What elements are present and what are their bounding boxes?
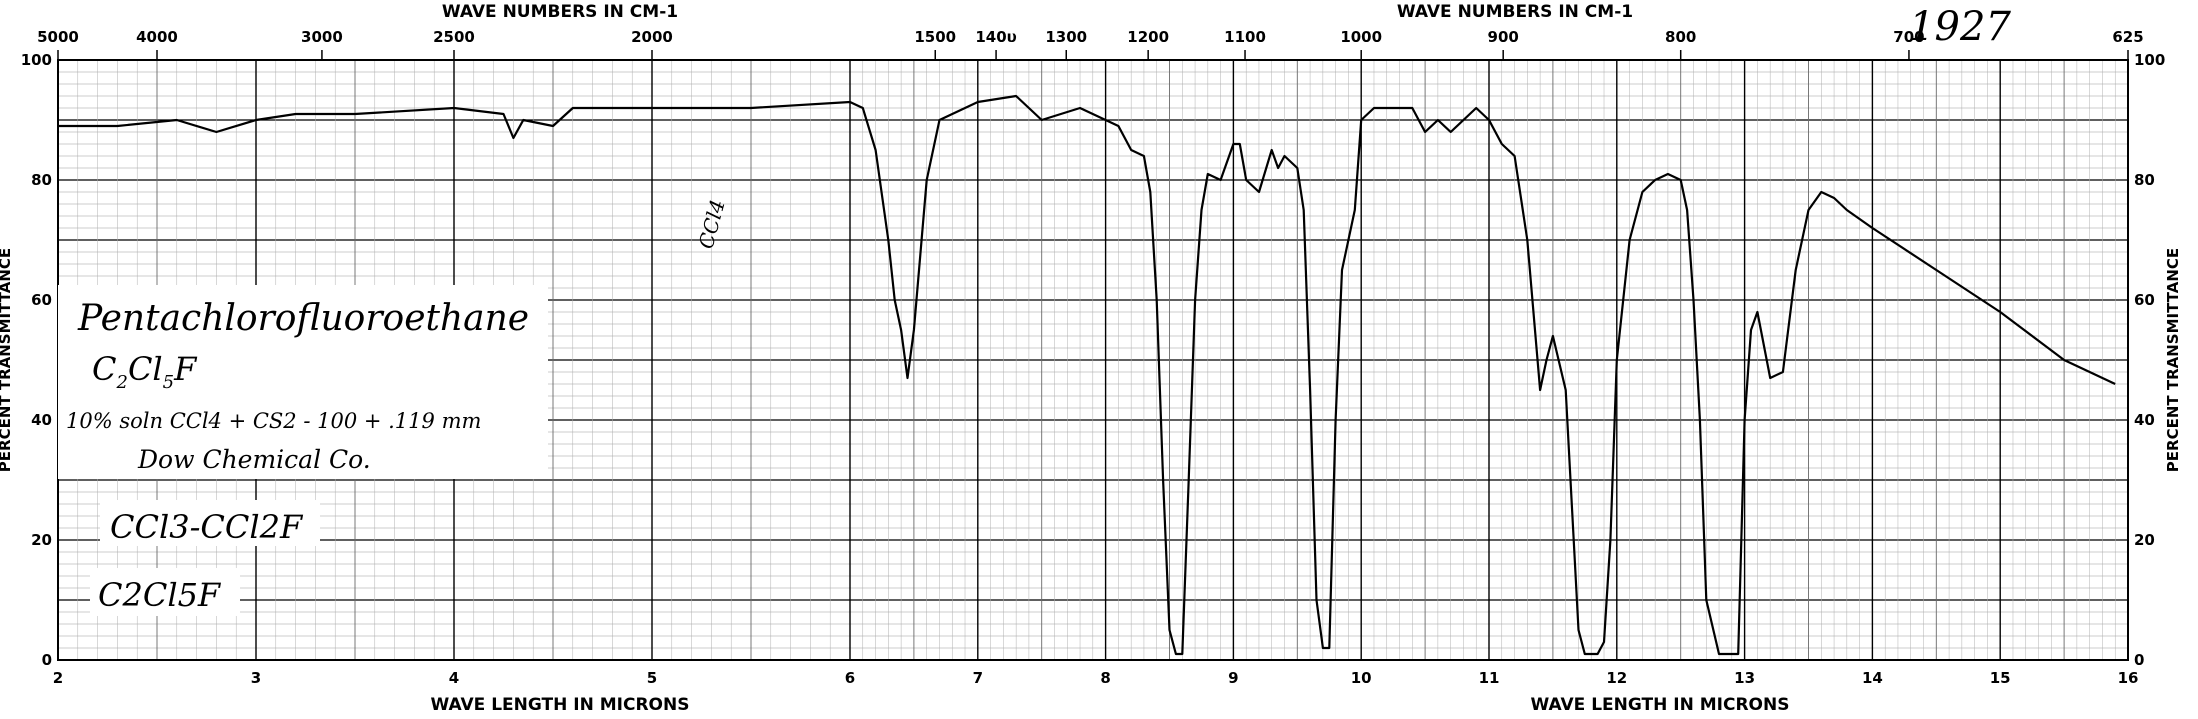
y-tick-label-left: 60 bbox=[31, 291, 52, 309]
wavenumber-tick-label: 900 bbox=[1488, 28, 1519, 46]
y-tick-label-left: 100 bbox=[21, 51, 52, 69]
bottom-axis-label-right: WAVE LENGTH IN MICRONS bbox=[1531, 695, 1790, 715]
y-tick-label-right: 20 bbox=[2134, 531, 2155, 549]
x-tick-label: 13 bbox=[1734, 669, 1755, 687]
wavenumber-tick-label: 700 bbox=[1893, 28, 1924, 46]
y-tick-label-right: 100 bbox=[2134, 51, 2165, 69]
wavenumber-tick-label: 800 bbox=[1665, 28, 1696, 46]
y-tick-label-right: 40 bbox=[2134, 411, 2155, 429]
x-tick-label: 3 bbox=[251, 669, 261, 687]
y-tick-label-right: 80 bbox=[2134, 171, 2155, 189]
compound-name: Pentachlorofluoroethane bbox=[77, 298, 529, 339]
wavenumber-tick-label: 2500 bbox=[433, 28, 475, 46]
x-tick-label: 14 bbox=[1862, 669, 1883, 687]
wavenumber-tick-label: 1000 bbox=[1340, 28, 1382, 46]
y-tick-label-left: 0 bbox=[42, 651, 52, 669]
alternate-formula: C2Cl5F bbox=[98, 576, 222, 614]
wavenumber-tick-label: 1200 bbox=[1127, 28, 1169, 46]
structure-note-bg bbox=[100, 500, 320, 546]
formula-note-bg bbox=[90, 568, 240, 616]
y-axis-label-left: PERCENT TRANSMITTANCE bbox=[0, 248, 14, 472]
x-tick-label: 10 bbox=[1351, 669, 1372, 687]
wavenumber-tick-label: 140υ bbox=[975, 28, 1016, 46]
y-tick-label-right: 0 bbox=[2134, 651, 2144, 669]
x-tick-label: 8 bbox=[1100, 669, 1110, 687]
x-tick-label: 15 bbox=[1990, 669, 2011, 687]
structural-formula: CCl3-CCl2F bbox=[110, 508, 304, 546]
wavenumber-tick-label: 5000 bbox=[37, 28, 79, 46]
x-tick-labels: 2 3 4 5 6 7 8 9 10 11 12 13 14 15 16 bbox=[53, 669, 2139, 687]
x-tick-label: 4 bbox=[449, 669, 459, 687]
x-tick-label: 11 bbox=[1479, 669, 1500, 687]
y-tick-label-left: 20 bbox=[31, 531, 52, 549]
bottom-axis-label-left: WAVE LENGTH IN MICRONS bbox=[431, 695, 690, 715]
top-axis-label-left: WAVE NUMBERS IN CM-1 bbox=[442, 2, 678, 22]
spectrum-line bbox=[58, 94, 2116, 656]
x-tick-label: 2 bbox=[53, 669, 63, 687]
catalog-number: 1927 bbox=[1909, 4, 2011, 50]
wavenumber-tick-label: 625 bbox=[2112, 28, 2143, 46]
wavenumber-tick-label: 2000 bbox=[631, 28, 673, 46]
wavenumber-tick-label: 1300 bbox=[1045, 28, 1087, 46]
top-axis-label-right: WAVE NUMBERS IN CM-1 bbox=[1397, 2, 1633, 22]
y-axis-label-right: PERCENT TRANSMITTANCE bbox=[2164, 248, 2182, 472]
x-tick-label: 7 bbox=[973, 669, 983, 687]
x-tick-label: 9 bbox=[1228, 669, 1238, 687]
y-tick-labels-left: 0 20 40 60 80 100 bbox=[21, 51, 52, 669]
wavenumber-tick-label: 1100 bbox=[1224, 28, 1266, 46]
y-tick-label-right: 60 bbox=[2134, 291, 2155, 309]
y-tick-label-left: 80 bbox=[31, 171, 52, 189]
x-tick-label: 5 bbox=[647, 669, 657, 687]
sample-label-box bbox=[58, 285, 548, 479]
x-tick-label: 6 bbox=[845, 669, 855, 687]
sample-conditions: 10% soln CCl4 + CS2 - 100 + .119 mm bbox=[66, 409, 481, 433]
y-tick-labels-right: 0 20 40 60 80 100 bbox=[2134, 51, 2165, 669]
molecular-formula: C2Cl5F bbox=[92, 350, 198, 393]
x-tick-label: 16 bbox=[2118, 669, 2139, 687]
wavenumber-tick-label: 3000 bbox=[301, 28, 343, 46]
y-tick-label-left: 40 bbox=[31, 411, 52, 429]
wavenumber-tick-labels: 5000 4000 3000 2500 2000 1500 140υ 1300 1200 1100… bbox=[37, 28, 2144, 60]
sample-source: Dow Chemical Co. bbox=[137, 445, 371, 474]
wavenumber-tick-label: 1500 bbox=[914, 28, 956, 46]
x-tick-label: 12 bbox=[1606, 669, 1627, 687]
wavenumber-tick-label: 4000 bbox=[136, 28, 178, 46]
